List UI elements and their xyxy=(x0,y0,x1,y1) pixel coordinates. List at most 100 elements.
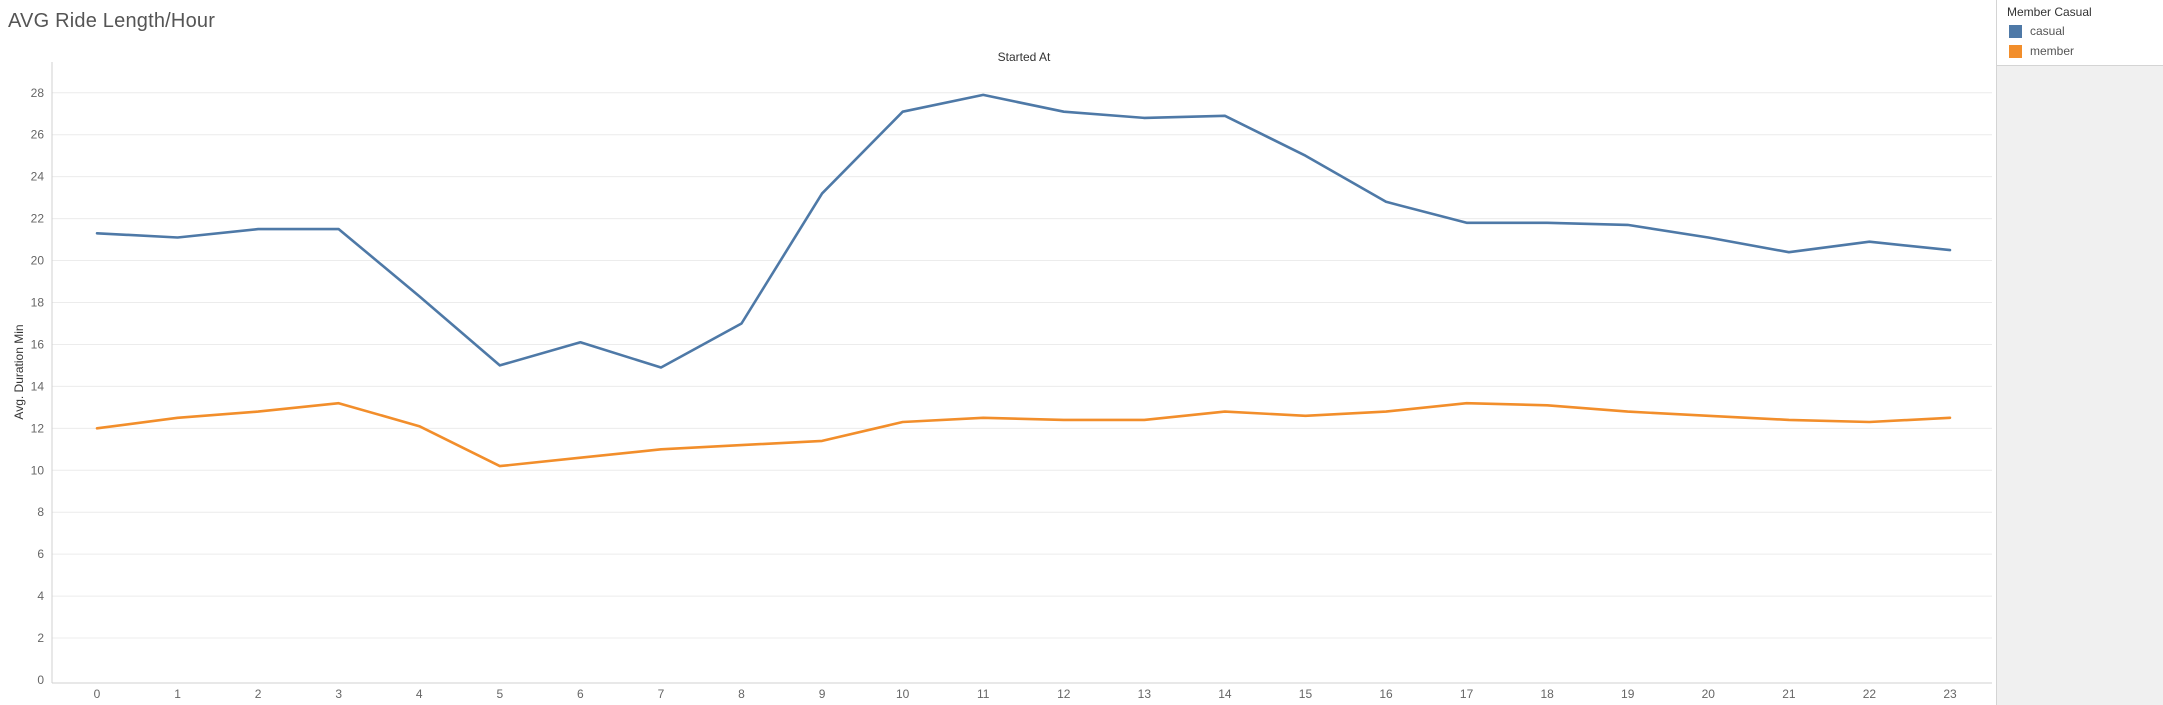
data-point-member[interactable] xyxy=(575,453,585,463)
data-point-member[interactable] xyxy=(978,413,988,423)
x-tick-label: 20 xyxy=(1702,687,1716,701)
worksheet: AVG Ride Length/Hour 0 2 4 6 8 10 12 14 16 18 20 22… xyxy=(0,0,1996,705)
legend-swatch-casual xyxy=(2009,24,2022,38)
x-tick-label: 6 xyxy=(577,687,584,701)
legend-title: Member Casual xyxy=(2007,5,2092,19)
x-tick-label: 12 xyxy=(1057,687,1071,701)
data-point-casual[interactable] xyxy=(1139,113,1149,123)
data-point-member[interactable] xyxy=(92,423,102,433)
y-axis-title: Avg. Duration Min xyxy=(12,324,26,419)
x-tick-label: 23 xyxy=(1943,687,1957,701)
data-point-casual[interactable] xyxy=(575,337,585,347)
x-tick-label: 7 xyxy=(658,687,665,701)
x-tick-label: 8 xyxy=(738,687,745,701)
data-point-member[interactable] xyxy=(173,413,183,423)
y-tick-label: 10 xyxy=(31,463,45,477)
data-point-member[interactable] xyxy=(1945,413,1955,423)
x-tick-label: 18 xyxy=(1540,687,1554,701)
data-point-member[interactable] xyxy=(1623,407,1633,417)
data-point-casual[interactable] xyxy=(253,224,263,234)
data-point-member[interactable] xyxy=(334,398,344,408)
x-tick-label: 0 xyxy=(94,687,101,701)
x-tick-label: 1 xyxy=(174,687,181,701)
data-point-casual[interactable] xyxy=(1059,107,1069,117)
y-tick-label: 22 xyxy=(31,212,45,226)
legend-panel: Member Casual casual member xyxy=(1996,0,2163,705)
x-tick-label: 14 xyxy=(1218,687,1232,701)
y-tick-label: 12 xyxy=(31,421,45,435)
legend: Member Casual casual member xyxy=(1997,0,2163,66)
x-tick-label: 2 xyxy=(255,687,262,701)
y-tick-label: 24 xyxy=(31,170,45,184)
data-point-member[interactable] xyxy=(495,461,505,471)
data-point-casual[interactable] xyxy=(978,90,988,100)
data-point-casual[interactable] xyxy=(1381,197,1391,207)
x-tick-label: 22 xyxy=(1863,687,1877,701)
data-point-casual[interactable] xyxy=(817,188,827,198)
x-tick-label: 17 xyxy=(1460,687,1474,701)
data-point-member[interactable] xyxy=(1381,407,1391,417)
data-point-member[interactable] xyxy=(1220,407,1230,417)
series-line-member[interactable] xyxy=(95,401,1952,468)
data-point-member[interactable] xyxy=(817,436,827,446)
legend-label-member: member xyxy=(2030,44,2075,58)
x-tick-label: 4 xyxy=(416,687,423,701)
y-tick-label: 28 xyxy=(31,86,45,100)
x-tick-label: 10 xyxy=(896,687,910,701)
data-point-member[interactable] xyxy=(737,440,747,450)
series-line-casual[interactable] xyxy=(95,93,1952,369)
y-tick-label: 0 xyxy=(37,673,44,687)
data-point-casual[interactable] xyxy=(1864,237,1874,247)
data-point-member[interactable] xyxy=(656,444,666,454)
data-point-casual[interactable] xyxy=(1623,220,1633,230)
data-point-casual[interactable] xyxy=(495,360,505,370)
legend-label-casual: casual xyxy=(2030,24,2065,38)
data-point-casual[interactable] xyxy=(1462,218,1472,228)
data-point-casual[interactable] xyxy=(656,363,666,373)
data-point-member[interactable] xyxy=(414,421,424,431)
data-point-member[interactable] xyxy=(1542,400,1552,410)
data-point-casual[interactable] xyxy=(1542,218,1552,228)
data-point-member[interactable] xyxy=(1139,415,1149,425)
data-point-casual[interactable] xyxy=(898,107,908,117)
gridlines xyxy=(52,92,1992,639)
x-tick-label: 3 xyxy=(335,687,342,701)
x-tick-label: 21 xyxy=(1782,687,1796,701)
data-point-casual[interactable] xyxy=(1300,151,1310,161)
series-lines xyxy=(92,90,1955,471)
data-point-member[interactable] xyxy=(1059,415,1069,425)
data-point-casual[interactable] xyxy=(173,232,183,242)
legend-item-member[interactable]: member xyxy=(2009,43,2074,59)
y-tick-label: 20 xyxy=(31,254,45,268)
legend-item-casual[interactable]: casual xyxy=(2009,23,2065,39)
legend-swatch-member xyxy=(2009,44,2022,58)
data-point-casual[interactable] xyxy=(1703,232,1713,242)
data-point-member[interactable] xyxy=(1462,398,1472,408)
sheet-title: AVG Ride Length/Hour xyxy=(8,10,216,32)
x-tick-label: 16 xyxy=(1379,687,1393,701)
data-point-casual[interactable] xyxy=(1784,247,1794,257)
x-axis-title: Started At xyxy=(998,50,1051,64)
x-tick-label: 15 xyxy=(1299,687,1313,701)
x-tick-label: 19 xyxy=(1621,687,1635,701)
data-point-casual[interactable] xyxy=(334,224,344,234)
data-point-member[interactable] xyxy=(1703,411,1713,421)
data-point-member[interactable] xyxy=(1300,411,1310,421)
data-point-member[interactable] xyxy=(253,407,263,417)
data-point-casual[interactable] xyxy=(1220,111,1230,121)
x-tick-label: 9 xyxy=(819,687,826,701)
data-point-casual[interactable] xyxy=(92,228,102,238)
data-point-member[interactable] xyxy=(898,417,908,427)
data-point-casual[interactable] xyxy=(737,318,747,328)
data-point-casual[interactable] xyxy=(1945,245,1955,255)
data-point-member[interactable] xyxy=(1784,415,1794,425)
data-point-casual[interactable] xyxy=(414,291,424,301)
x-tick-label: 11 xyxy=(977,687,990,701)
y-tick-label: 2 xyxy=(37,631,44,645)
y-tick-label: 14 xyxy=(31,379,45,393)
y-tick-label: 18 xyxy=(31,296,45,310)
axes xyxy=(51,62,1992,684)
data-point-member[interactable] xyxy=(1864,417,1874,427)
y-tick-label: 6 xyxy=(37,547,44,561)
